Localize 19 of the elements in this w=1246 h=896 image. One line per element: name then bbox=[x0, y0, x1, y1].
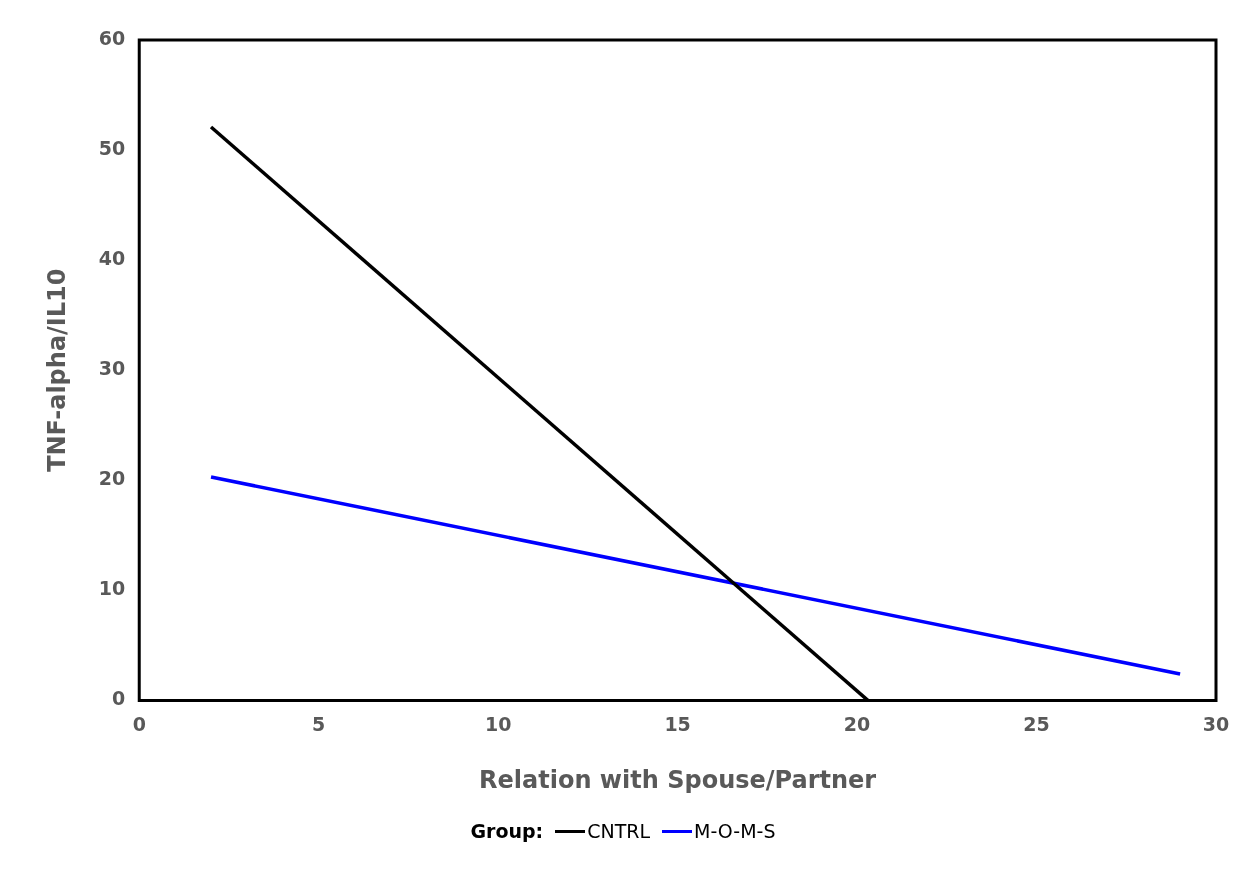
y-tick-label: 20 bbox=[98, 467, 126, 490]
x-tick-label: 0 bbox=[132, 712, 146, 735]
y-tick-label: 30 bbox=[98, 357, 126, 380]
legend-title: Group: bbox=[470, 820, 544, 842]
legend-label: CNTRL bbox=[587, 820, 651, 842]
x-tick-label: 5 bbox=[312, 712, 326, 735]
x-axis-title: Relation with Spouse/Partner bbox=[479, 765, 877, 794]
x-tick-label: 15 bbox=[664, 712, 691, 735]
y-tick-label: 10 bbox=[98, 577, 126, 600]
y-axis-title: TNF-alpha/IL10 bbox=[42, 268, 71, 472]
y-tick-label: 40 bbox=[98, 247, 126, 270]
legend-label: M-O-M-S bbox=[694, 820, 776, 842]
x-tick-label: 20 bbox=[843, 712, 871, 735]
y-tick-label: 50 bbox=[98, 137, 126, 159]
x-tick-label: 30 bbox=[1202, 712, 1230, 735]
y-tick-label: 60 bbox=[98, 26, 126, 49]
x-tick-label: 25 bbox=[1023, 712, 1050, 735]
x-tick-label: 10 bbox=[484, 712, 512, 735]
y-tick-label: 0 bbox=[112, 687, 126, 710]
